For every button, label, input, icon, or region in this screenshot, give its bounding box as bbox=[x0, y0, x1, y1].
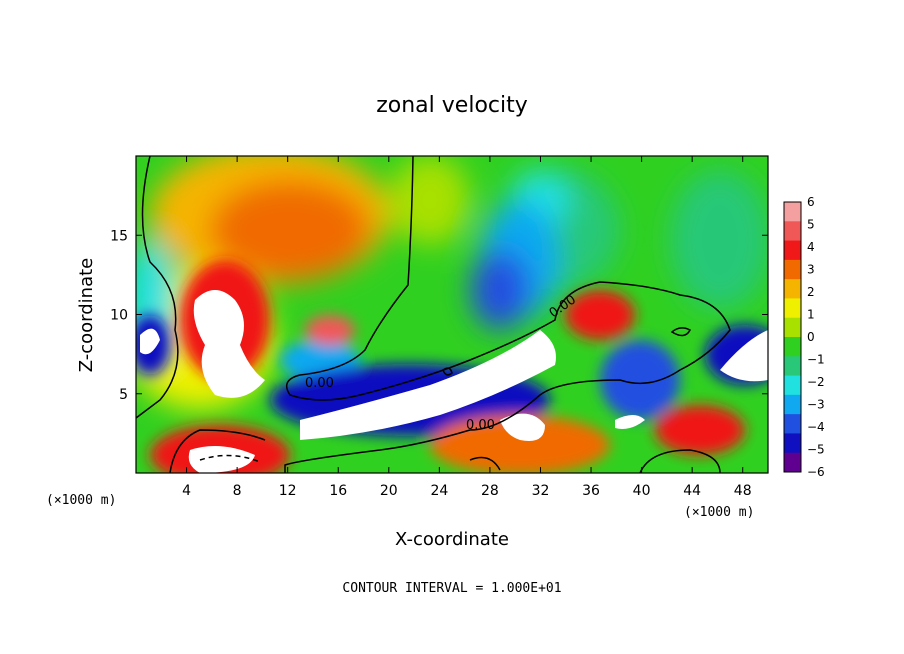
colorbar-tick-label: 1 bbox=[807, 308, 815, 322]
colorbar-swatch bbox=[784, 259, 801, 280]
colorbar-swatch bbox=[784, 317, 801, 338]
x-tick-label: 32 bbox=[532, 483, 550, 499]
chart-title: zonal velocity bbox=[376, 93, 528, 118]
x-axis-label: X-coordinate bbox=[395, 529, 509, 550]
colorbar-swatch bbox=[784, 337, 801, 357]
colorbar-swatch bbox=[784, 414, 801, 434]
x-tick-label: 12 bbox=[279, 483, 297, 499]
x-tick-label: 28 bbox=[481, 483, 499, 499]
colorbar-tick-label: −2 bbox=[807, 375, 825, 389]
contour-label: 0.00 bbox=[466, 418, 495, 433]
y-tick-label: 15 bbox=[110, 228, 128, 244]
colorbar-frame bbox=[783, 201, 802, 473]
x-tick-label: 44 bbox=[683, 483, 701, 499]
colorbar-swatch bbox=[784, 279, 801, 299]
colorbar-tick-label: 5 bbox=[807, 218, 815, 232]
x-tick-label: 16 bbox=[329, 483, 347, 499]
y-axis-ticks: 5 10 15 bbox=[110, 228, 768, 403]
x-tick-label: 8 bbox=[233, 483, 242, 499]
x-tick-label: 48 bbox=[734, 483, 752, 499]
colorbar-swatch bbox=[784, 298, 801, 319]
colorbar-swatch bbox=[784, 202, 801, 222]
x-tick-label: 20 bbox=[380, 483, 398, 499]
colorbar-swatch bbox=[784, 452, 801, 473]
colorbar-swatch bbox=[784, 433, 801, 454]
colorbar-tick-label: 0 bbox=[807, 330, 815, 344]
colorbar-tick-label: −1 bbox=[807, 353, 825, 367]
x-axis-ticks: 4 8 12 16 20 24 28 32 36 40 44 48 bbox=[182, 156, 752, 499]
colorbar-swatch bbox=[784, 240, 801, 261]
colorbar-tick-label: 2 bbox=[807, 285, 815, 299]
colorbar-swatch bbox=[784, 375, 801, 396]
colorbar-swatch bbox=[784, 394, 801, 415]
contour-label: 0.00 bbox=[305, 376, 334, 391]
colorbar-swatch bbox=[784, 221, 801, 242]
y-tick-label: 10 bbox=[110, 308, 128, 324]
heatmap-field bbox=[136, 156, 768, 473]
colorbar-tick-label: 6 bbox=[807, 195, 815, 209]
colorbar-tick-label: −6 bbox=[807, 465, 825, 479]
y-tick-label: 5 bbox=[119, 387, 128, 403]
y-axis-label: Z-coordinate bbox=[76, 258, 97, 373]
x-unit-label-right: (×1000 m) bbox=[684, 505, 754, 520]
x-unit-label-left: (×1000 m) bbox=[46, 493, 116, 508]
colorbar-tick-label: −5 bbox=[807, 443, 825, 457]
colorbar: 6 5 4 3 2 1 0 −1 −2 −3 −4 −5 −6 bbox=[783, 195, 825, 479]
colorbar-tick-label: 3 bbox=[807, 263, 815, 277]
colorbar-swatch bbox=[784, 356, 801, 377]
contour-interval-text: CONTOUR INTERVAL = 1.000E+01 bbox=[342, 581, 561, 596]
x-tick-label: 24 bbox=[430, 483, 448, 499]
x-tick-label: 4 bbox=[182, 483, 191, 499]
colorbar-tick-label: 4 bbox=[807, 240, 815, 254]
x-tick-label: 36 bbox=[582, 483, 600, 499]
colorbar-tick-label: −3 bbox=[807, 398, 825, 412]
colorbar-tick-label: −4 bbox=[807, 420, 825, 434]
x-tick-label: 40 bbox=[633, 483, 651, 499]
